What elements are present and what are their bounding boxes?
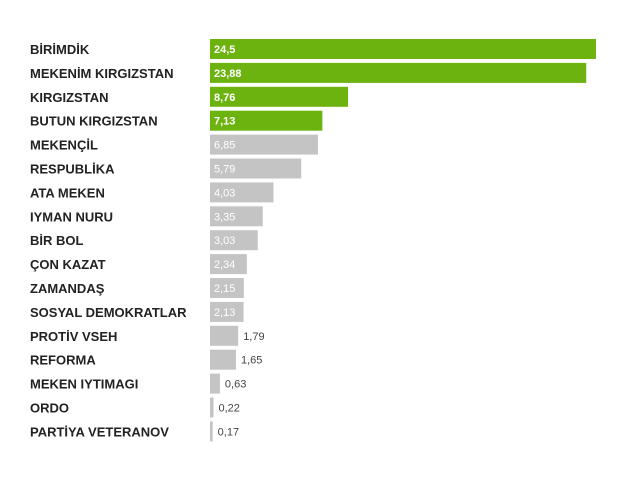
- category-label: ÇON KAZAT: [30, 257, 106, 272]
- bar: [210, 325, 239, 346]
- value-label: 2,15: [214, 283, 235, 295]
- value-label: 0,17: [218, 426, 239, 438]
- category-label: PARTİYA VETERANOV: [30, 424, 169, 439]
- value-label: 0,22: [218, 403, 239, 415]
- category-label: REFORMA: [30, 353, 96, 368]
- category-label: BUTUN KIRGIZSTAN: [30, 114, 158, 129]
- bar: [210, 182, 274, 203]
- bar: [210, 421, 213, 442]
- category-label: RESPUBLİKA: [30, 162, 115, 177]
- bar: [210, 134, 318, 155]
- bar: [210, 349, 236, 370]
- bar: [210, 254, 247, 275]
- value-label: 1,65: [241, 355, 262, 367]
- category-label: ORDO: [30, 401, 69, 416]
- value-label: 0,63: [225, 379, 246, 391]
- value-label: 2,13: [214, 307, 235, 319]
- bar: [210, 206, 263, 227]
- category-label: ZAMANDAŞ: [30, 281, 105, 296]
- value-label: 7,13: [214, 116, 235, 128]
- bar: [210, 373, 220, 394]
- bar: [210, 397, 214, 418]
- bar: [210, 86, 349, 107]
- value-label: 23,88: [214, 68, 242, 80]
- bar: [210, 278, 244, 298]
- bar: [210, 110, 323, 131]
- category-label: BİRİMDİK: [30, 42, 90, 57]
- value-label: 1,79: [243, 331, 264, 343]
- bar: [210, 301, 244, 322]
- category-label: PROTİV VSEH: [30, 329, 117, 344]
- category-label: SOSYAL DEMOKRATLAR: [30, 305, 187, 320]
- category-label: MEKENÇİL: [30, 138, 98, 153]
- category-label: ATA MEKEN: [30, 185, 105, 200]
- bar: [210, 39, 596, 59]
- value-label: 4,03: [214, 187, 235, 199]
- value-label: 24,5: [214, 44, 235, 56]
- value-label: 8,76: [214, 92, 235, 104]
- value-label: 3,03: [214, 235, 235, 247]
- bar: [210, 230, 258, 251]
- category-label: MEKEN IYTIMAGI: [30, 377, 138, 392]
- category-label: MEKENİM KIRGIZSTAN: [30, 66, 173, 81]
- value-label: 3,35: [214, 211, 235, 223]
- category-label: KIRGIZSTAN: [30, 90, 108, 105]
- value-label: 5,79: [214, 164, 235, 176]
- category-label: IYMAN NURU: [30, 209, 113, 224]
- value-label: 2,34: [214, 259, 235, 271]
- bar: [210, 62, 587, 83]
- bar: [210, 158, 302, 179]
- category-label: BİR BOL: [30, 233, 84, 248]
- value-label: 6,85: [214, 140, 235, 152]
